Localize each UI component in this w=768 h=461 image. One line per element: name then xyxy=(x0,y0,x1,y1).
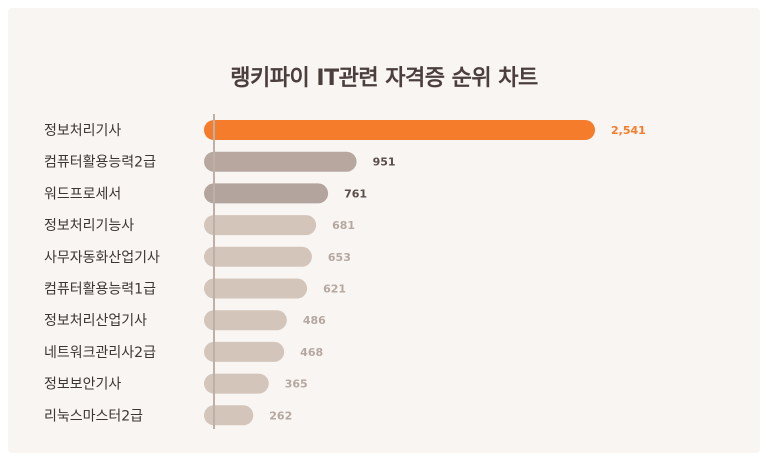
category-label: 컴퓨터활용능력1급 xyxy=(44,282,156,298)
chart-title: 랭키파이 IT관련 자격증 순위 차트 xyxy=(230,66,538,91)
bar-9 xyxy=(204,373,269,394)
category-label: 컴퓨터활용능력2급 xyxy=(44,155,156,171)
bar-1 xyxy=(204,120,595,140)
value-label: 486 xyxy=(303,314,326,327)
value-label: 621 xyxy=(323,283,346,296)
value-label: 761 xyxy=(344,187,367,200)
category-label: 리눅스마스터2급 xyxy=(44,408,143,424)
bar-2 xyxy=(204,151,357,172)
category-label: 사무자동화산업기사 xyxy=(44,250,160,266)
category-label: 워드프로세서 xyxy=(44,186,121,202)
category-label: 정보처리기능사 xyxy=(44,218,134,234)
bar-10 xyxy=(204,405,254,426)
category-label: 정보처리기사 xyxy=(44,123,121,139)
bar-8 xyxy=(204,341,285,362)
bar-3 xyxy=(204,183,329,204)
chart-card xyxy=(8,8,760,453)
category-label: 정보처리산업기사 xyxy=(44,313,147,329)
bar-5 xyxy=(204,246,312,267)
bar-6 xyxy=(204,278,308,299)
value-label: 681 xyxy=(332,219,355,232)
value-label: 365 xyxy=(285,378,308,391)
value-label: 653 xyxy=(328,251,351,264)
bar-7 xyxy=(204,310,287,331)
labels-layer: 정보처리기사 2,541 컴퓨터활용능력2급 951 워드프로세서 761 정보처리기능사 6… xyxy=(44,123,646,424)
value-label: 468 xyxy=(300,346,323,359)
value-label: 262 xyxy=(269,409,292,422)
bar-4 xyxy=(204,215,317,236)
bars-layer xyxy=(204,120,595,426)
value-label: 2,541 xyxy=(611,124,646,137)
category-label: 네트워크관리사2급 xyxy=(44,345,156,361)
value-label: 951 xyxy=(373,156,396,169)
category-label: 정보보안기사 xyxy=(44,377,121,393)
